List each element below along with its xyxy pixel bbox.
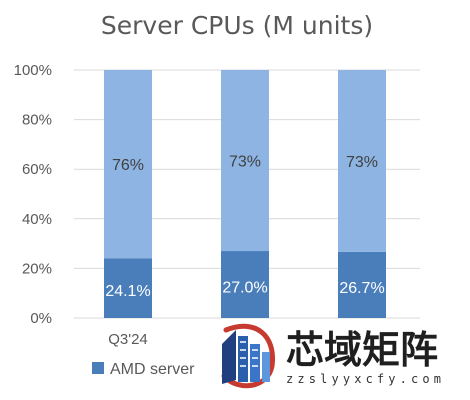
bar-segment-amd-server bbox=[338, 251, 386, 318]
y-tick-label: 80% bbox=[22, 112, 52, 129]
legend: AMD server bbox=[92, 361, 195, 378]
legend-label-amd-server: AMD server bbox=[110, 361, 195, 378]
bar-segment-amd-server bbox=[104, 258, 152, 318]
y-tick-label: 20% bbox=[22, 260, 52, 277]
bar-segment-other bbox=[338, 70, 386, 252]
y-tick-label: 100% bbox=[14, 62, 52, 79]
data-labels: 24.1% 76% 27.0% 73% 26.7% 73% bbox=[105, 154, 384, 301]
bar-segment-other bbox=[104, 70, 152, 259]
building-shield-logo-icon bbox=[216, 323, 275, 389]
bar-segment-amd-server bbox=[221, 251, 269, 318]
watermark-text: 芯域矩阵 bbox=[286, 328, 438, 372]
data-label: 24.1% bbox=[105, 283, 150, 300]
y-tick-label: 0% bbox=[30, 310, 52, 327]
bars bbox=[104, 70, 386, 318]
chart-title: Server CPUs (M units) bbox=[101, 11, 373, 40]
watermark-url: zzslyyxcfy.com bbox=[286, 372, 441, 386]
legend-swatch-amd-server bbox=[92, 362, 104, 374]
x-category-label: Q3'24 bbox=[108, 331, 148, 348]
data-label: 76% bbox=[112, 157, 144, 174]
data-label: 26.7% bbox=[339, 280, 384, 297]
watermark: 芯域矩阵 zzslyyxcfy.com bbox=[216, 323, 441, 389]
y-axis-ticks: 0% 20% 40% 60% 80% 100% bbox=[14, 62, 52, 327]
y-tick-label: 60% bbox=[22, 161, 52, 178]
bar-segment-other bbox=[221, 70, 269, 252]
x-axis-categories: Q3'24 bbox=[108, 331, 148, 348]
data-label: 73% bbox=[346, 154, 378, 171]
data-label: 27.0% bbox=[222, 280, 267, 297]
data-label: 73% bbox=[229, 154, 261, 171]
y-tick-label: 40% bbox=[22, 211, 52, 228]
